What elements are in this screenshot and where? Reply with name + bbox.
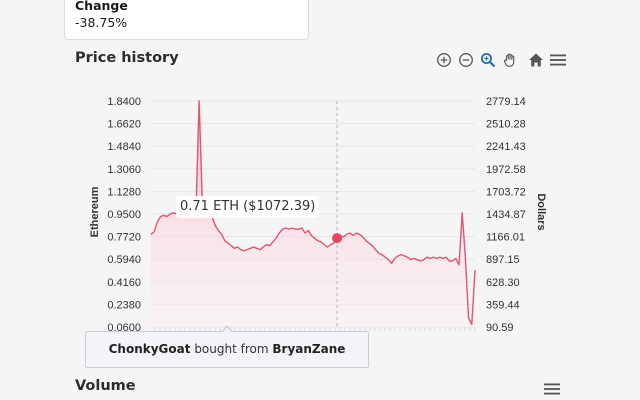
y-left-tick-label: 0.7720 (107, 232, 141, 244)
y-left-tick-label: 0.4160 (107, 277, 141, 289)
zoom-select-icon[interactable] (478, 50, 498, 70)
change-card: Change -38.75% (64, 0, 309, 40)
price-history-title: Price history (75, 50, 179, 66)
y-right-tick-label: 2779.14 (486, 96, 526, 108)
y-left-tick-label: 0.9500 (107, 209, 141, 221)
y-left-tick-label: 1.6620 (107, 119, 141, 131)
activity-pointer-inner (222, 327, 232, 333)
y-left-axis-label: Ethereum (89, 186, 101, 237)
y-left-tick-label: 1.3060 (107, 164, 141, 176)
y-left-tick-label: 1.4840 (107, 141, 141, 153)
y-right-tick-label: 2241.43 (486, 141, 526, 153)
y-right-tick-label: 628.30 (486, 277, 520, 289)
y-right-tick-label: 1166.01 (486, 232, 525, 244)
highlight-marker (332, 233, 343, 244)
change-value: -38.75% (75, 15, 128, 30)
home-reset-icon[interactable] (526, 50, 546, 70)
buyer-name[interactable]: ChonkyGoat (108, 342, 191, 356)
y-right-axis-label: Dollars (535, 193, 547, 230)
chart-toolbar (434, 50, 568, 70)
y-right-tick-label: 1434.87 (486, 209, 526, 221)
zoom-out-icon[interactable] (456, 50, 476, 70)
activity-popup[interactable]: ChonkyGoat bought from BryanZane (85, 331, 369, 368)
volume-title: Volume (75, 378, 136, 394)
y-left-tick-label: 0.5940 (107, 254, 141, 266)
hamburger-menu-icon[interactable] (548, 50, 568, 70)
price-tooltip: 0.71 ETH ($1072.39) (176, 196, 320, 218)
activity-action: bought from (194, 342, 269, 356)
y-right-tick-label: 897.15 (486, 254, 520, 266)
y-left-tick-label: 1.1280 (107, 186, 141, 198)
y-right-tick-label: 1972.58 (486, 164, 526, 176)
y-right-tick-label: 90.59 (486, 322, 514, 334)
y-right-tick-label: 1703.72 (486, 186, 526, 198)
y-right-tick-label: 2510.28 (486, 119, 526, 131)
volume-menu-icon[interactable] (543, 381, 561, 395)
change-label: Change (75, 0, 128, 13)
y-left-tick-label: 0.2380 (107, 299, 141, 311)
price-area (151, 101, 475, 327)
pan-hand-icon[interactable] (500, 50, 520, 70)
y-left-tick-label: 1.8400 (107, 96, 141, 108)
zoom-in-icon[interactable] (434, 50, 454, 70)
y-right-tick-label: 359.44 (486, 299, 520, 311)
seller-name[interactable]: BryanZane (272, 342, 346, 356)
